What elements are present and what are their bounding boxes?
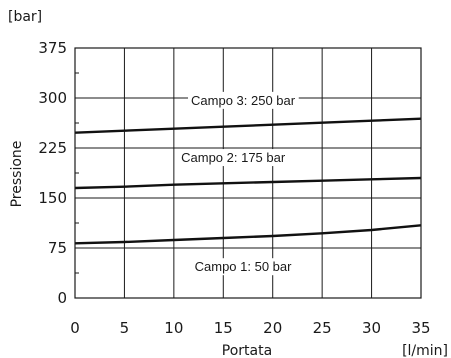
y-tick-label: 300 xyxy=(38,89,67,107)
x-tick-label: 5 xyxy=(120,319,130,337)
series-label: Campo 1: 50 bar xyxy=(195,259,293,274)
series-line xyxy=(74,176,422,190)
series-labels: Campo 3: 250 bar Campo 2: 175 bar Campo 1:… xyxy=(178,91,299,276)
series-label-background xyxy=(191,258,296,276)
x-axis-label: Portata xyxy=(222,343,272,358)
tick-labels: 0 5 10 15 20 25 30 35 0 75 150 225 300 375 xyxy=(38,39,430,337)
y-tick-label: 150 xyxy=(38,189,67,207)
series-line xyxy=(74,224,422,245)
series-label: Campo 2: 175 bar xyxy=(181,150,286,165)
series-label: Campo 3: 250 bar xyxy=(191,93,296,108)
y-tick-label: 225 xyxy=(38,139,67,157)
y-tick-label: 375 xyxy=(38,39,67,57)
series-label-background xyxy=(188,91,299,109)
series-line xyxy=(74,117,422,134)
x-unit-label: [l/min] xyxy=(402,343,448,358)
plot-frame xyxy=(74,47,422,299)
x-tick-label: 20 xyxy=(263,319,282,337)
y-tick-label: 75 xyxy=(48,239,67,257)
series-label-background xyxy=(178,149,289,167)
x-tick-label: 25 xyxy=(313,319,332,337)
series-lines xyxy=(74,117,422,245)
grid xyxy=(75,48,421,298)
x-tick-label: 10 xyxy=(164,319,183,337)
y-tick-label: 0 xyxy=(57,289,67,307)
y-unit-label: [bar] xyxy=(8,9,42,25)
x-tick-label: 0 xyxy=(70,319,80,337)
x-tick-label: 15 xyxy=(214,319,233,337)
x-tick-label: 35 xyxy=(411,319,430,337)
y-axis-label: Pressione xyxy=(9,141,25,208)
x-tick-label: 30 xyxy=(362,319,381,337)
